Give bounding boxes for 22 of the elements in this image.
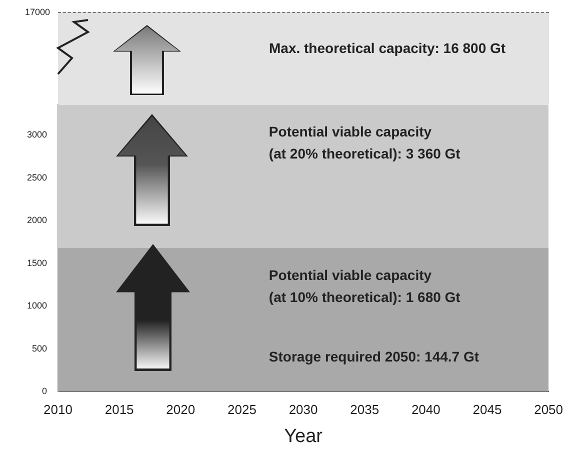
x-tick-label: 2010 (44, 402, 72, 417)
x-tick-label: 2025 (227, 402, 256, 417)
x-tick-label: 2020 (166, 402, 196, 417)
y-tick-label: 1000 (26, 300, 47, 311)
x-tick-label: 2040 (411, 402, 440, 417)
x-axis-title: Year (284, 426, 324, 447)
y-tick-label: 3000 (26, 130, 47, 140)
band-label: Potential viable capacity (at 20% theoretical): 3 360 Gt (268, 123, 461, 162)
y-tick-label: 0 (42, 386, 47, 396)
x-tick-label: 2030 (288, 402, 318, 417)
text: 17000 (24, 7, 50, 17)
x-tick-label: 2050 (534, 402, 563, 417)
annotation: Storage required 2050: 144.7 Gt (268, 348, 480, 364)
band-label: Potential viable capacity (at 10% theoretical): 1 680 Gt (268, 266, 461, 305)
y-tick-label: 500 (32, 343, 47, 354)
text: Max. theoretical capacity: 16 800 Gt (269, 40, 506, 56)
y-tick-label: 1500 (26, 258, 47, 268)
y-tick-label: 2000 (26, 215, 47, 226)
x-tick-label: 2015 (104, 402, 134, 417)
x-tick-label: 2045 (472, 402, 502, 417)
y-tick-label: 2500 (26, 172, 47, 182)
x-tick-label: 2035 (350, 402, 380, 417)
